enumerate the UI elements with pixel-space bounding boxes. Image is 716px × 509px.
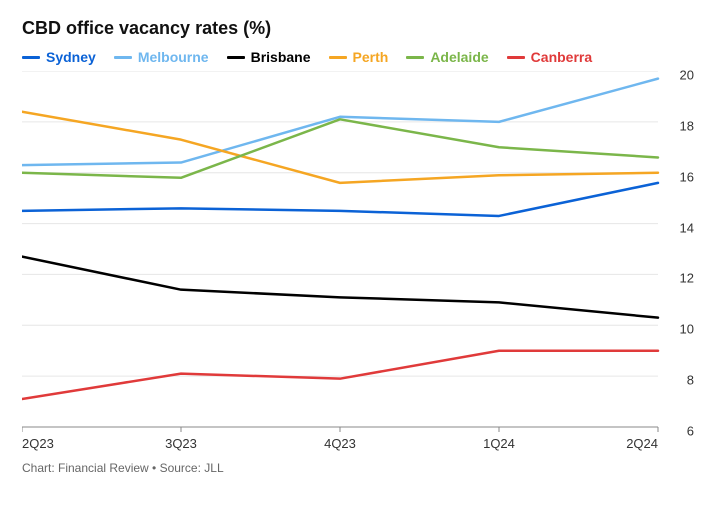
- y-tick-label: 12: [680, 271, 694, 286]
- x-tick-label: 2Q24: [626, 436, 658, 451]
- y-tick-label: 14: [680, 220, 694, 235]
- legend-label: Canberra: [531, 49, 592, 65]
- chart-footer: Chart: Financial Review • Source: JLL: [22, 461, 694, 475]
- chart-container: CBD office vacancy rates (%) Sydney Melbo…: [0, 0, 716, 509]
- y-tick-label: 10: [680, 322, 694, 337]
- legend-swatch-icon: [227, 56, 245, 59]
- legend-label: Perth: [353, 49, 389, 65]
- legend-item-brisbane: Brisbane: [227, 49, 311, 65]
- y-tick-label: 6: [687, 424, 694, 439]
- legend-item-adelaide: Adelaide: [406, 49, 488, 65]
- x-tick-label: 1Q24: [483, 436, 515, 451]
- y-tick-label: 20: [680, 68, 694, 83]
- legend-swatch-icon: [114, 56, 132, 59]
- chart-svg: [22, 71, 694, 451]
- legend-item-sydney: Sydney: [22, 49, 96, 65]
- series-line-canberra: [22, 351, 658, 399]
- legend-swatch-icon: [507, 56, 525, 59]
- chart-title: CBD office vacancy rates (%): [22, 18, 694, 39]
- x-tick-label: 4Q23: [324, 436, 356, 451]
- legend-swatch-icon: [329, 56, 347, 59]
- legend-label: Melbourne: [138, 49, 209, 65]
- legend-item-perth: Perth: [329, 49, 389, 65]
- legend-label: Adelaide: [430, 49, 488, 65]
- series-line-brisbane: [22, 257, 658, 318]
- legend-item-melbourne: Melbourne: [114, 49, 209, 65]
- x-tick-label: 3Q23: [165, 436, 197, 451]
- y-tick-label: 18: [680, 118, 694, 133]
- y-tick-label: 16: [680, 169, 694, 184]
- legend-swatch-icon: [22, 56, 40, 59]
- series-line-perth: [22, 112, 658, 183]
- chart-legend: Sydney Melbourne Brisbane Perth Adelaide Canb…: [22, 49, 694, 65]
- y-axis-labels: 68101214161820: [662, 71, 694, 431]
- chart-plot-area: 2Q23 3Q23 4Q23 1Q24 2Q24 6 8 10 12 14 16 18 20: [22, 71, 694, 451]
- x-tick-label: 2Q23: [22, 436, 54, 451]
- series-line-sydney: [22, 183, 658, 216]
- legend-item-canberra: Canberra: [507, 49, 592, 65]
- legend-swatch-icon: [406, 56, 424, 59]
- legend-label: Brisbane: [251, 49, 311, 65]
- x-axis-labels: 2Q23 3Q23 4Q23 1Q24 2Q24: [22, 431, 658, 451]
- y-tick-label: 8: [687, 373, 694, 388]
- legend-label: Sydney: [46, 49, 96, 65]
